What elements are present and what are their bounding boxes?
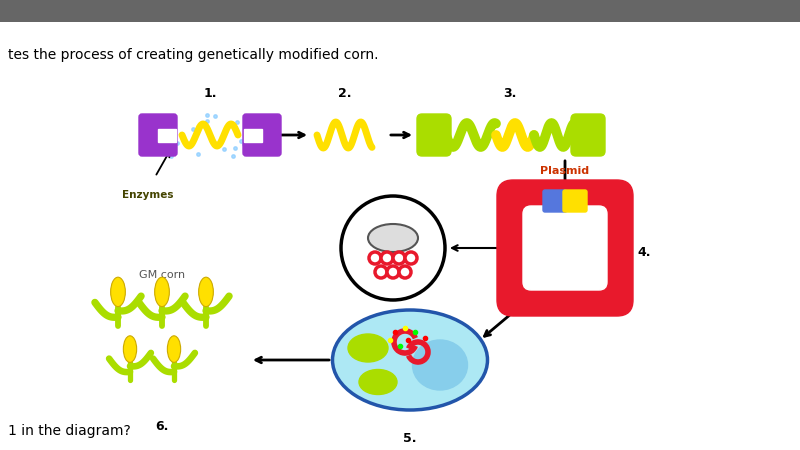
Text: 3.: 3. — [503, 87, 517, 100]
Circle shape — [375, 266, 387, 278]
FancyBboxPatch shape — [543, 190, 567, 212]
Text: Enzymes: Enzymes — [122, 190, 174, 200]
Ellipse shape — [333, 310, 487, 410]
Ellipse shape — [198, 277, 214, 306]
Text: tes the process of creating genetically modified corn.: tes the process of creating genetically … — [8, 48, 378, 62]
FancyBboxPatch shape — [563, 190, 587, 212]
Text: 4.: 4. — [637, 247, 650, 260]
Ellipse shape — [348, 334, 388, 362]
Ellipse shape — [359, 369, 397, 395]
Circle shape — [399, 266, 411, 278]
Text: GM corn: GM corn — [139, 270, 185, 280]
Ellipse shape — [123, 336, 137, 362]
Text: 1.: 1. — [203, 87, 217, 100]
FancyBboxPatch shape — [417, 114, 451, 156]
Circle shape — [405, 252, 417, 264]
Ellipse shape — [110, 277, 126, 306]
Text: 2.: 2. — [338, 87, 352, 100]
FancyBboxPatch shape — [139, 114, 177, 156]
Ellipse shape — [368, 224, 418, 252]
Circle shape — [341, 196, 445, 300]
Text: 1 in the diagram?: 1 in the diagram? — [8, 424, 130, 438]
Bar — [0, 0, 800, 22]
Bar — [158, 129, 176, 141]
Text: Plasmid: Plasmid — [541, 166, 590, 176]
Bar — [244, 129, 262, 141]
Ellipse shape — [413, 340, 467, 390]
FancyBboxPatch shape — [523, 206, 607, 290]
FancyBboxPatch shape — [497, 180, 633, 316]
FancyBboxPatch shape — [571, 114, 605, 156]
Text: 6.: 6. — [155, 420, 169, 433]
Text: 5.: 5. — [403, 432, 417, 445]
Circle shape — [387, 266, 399, 278]
FancyBboxPatch shape — [243, 114, 281, 156]
Circle shape — [369, 252, 381, 264]
Circle shape — [393, 252, 405, 264]
Circle shape — [381, 252, 393, 264]
Ellipse shape — [154, 277, 170, 306]
Ellipse shape — [167, 336, 181, 362]
